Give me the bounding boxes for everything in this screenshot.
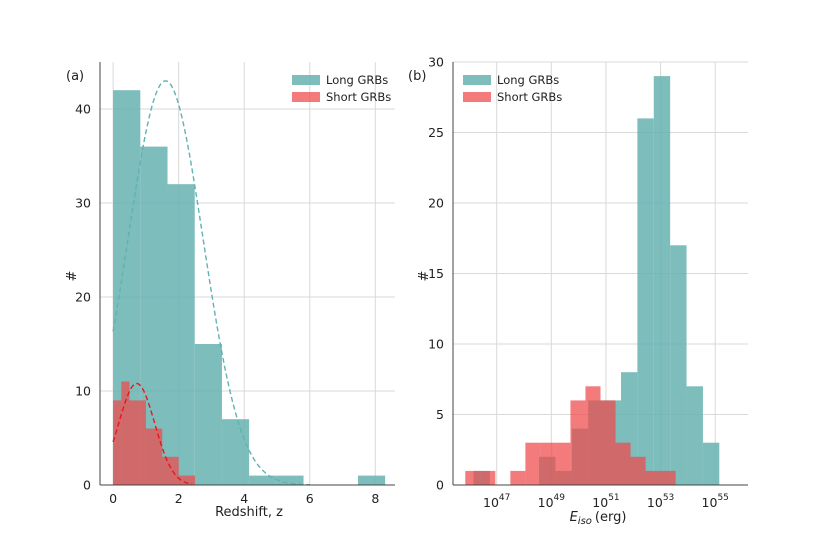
legend-swatch-long-grbs xyxy=(292,75,320,85)
panel-b-ytick-label-5: 25 xyxy=(428,125,444,140)
legend-swatch-short-grbs xyxy=(292,92,320,102)
panel-b-legend: Long GRBs Short GRBs xyxy=(463,73,562,104)
panel-b-bar-short-grbs-1 xyxy=(480,470,496,485)
panel-a-xtick-label-4: 8 xyxy=(371,491,379,506)
panel-b-bars xyxy=(465,76,720,486)
panel-a-bar-short-grbs-3 xyxy=(145,428,163,485)
panel-b-bar-short-grbs-5 xyxy=(540,442,556,485)
panel-b-ytick-label-3: 15 xyxy=(428,266,444,281)
panel-b-bar-short-grbs-0 xyxy=(465,470,481,485)
panel-a-xtick-label-1: 2 xyxy=(175,491,183,506)
panel-a-x-axis-label: Redshift, z xyxy=(215,505,283,520)
panel-a-bars xyxy=(113,90,386,485)
panel-b-bar-long-grbs-12 xyxy=(670,245,687,485)
panel-b-bar-long-grbs-14 xyxy=(702,442,720,485)
panel-a-bar-long-grbs-4 xyxy=(221,419,250,485)
panel-a-ytick-label-4: 40 xyxy=(75,102,91,117)
panel-b-label: (b) xyxy=(408,69,426,84)
panel-a-bar-long-grbs-3 xyxy=(194,344,222,485)
panel-a-xtick-label-2: 4 xyxy=(240,491,248,506)
panel-b-xtick-label-0: 1047 xyxy=(483,493,510,510)
panel-b-xtick-label-3: 1053 xyxy=(647,493,674,510)
legend-swatch-long-grbs-b xyxy=(463,75,491,85)
panel-a-bar-short-grbs-1 xyxy=(121,381,130,485)
panel-a-axes xyxy=(99,62,395,486)
panel-b-bar-short-grbs-3 xyxy=(510,470,526,485)
panel-a-bar-long-grbs-2 xyxy=(167,184,195,485)
panel-a-bar-long-grbs-6 xyxy=(276,475,304,485)
panel-a-bar-short-grbs-0 xyxy=(113,400,122,485)
panel-b-bar-short-grbs-9 xyxy=(600,400,616,485)
panel-b-ytick-label-2: 10 xyxy=(428,337,444,352)
panel-a-y-axis-label: # xyxy=(65,271,80,282)
x-axis-label-unit: (erg) xyxy=(595,510,627,525)
panel-b-y-axis-label: # xyxy=(417,271,432,282)
panel-a-xtick-label-3: 6 xyxy=(306,491,314,506)
panel-a-tick-labels: 0 10 20 30 40 0 2 4 6 8 xyxy=(75,102,379,507)
legend-label-long-grbs-b: Long GRBs xyxy=(497,73,559,87)
panel-b-x-axis-label: Eiso (erg) xyxy=(570,510,627,527)
panel-a-fit-long-grbs-fit xyxy=(112,80,310,486)
panel-b-bar-short-grbs-6 xyxy=(555,442,571,485)
panel-b-xtick-label-2: 1051 xyxy=(592,493,619,510)
panel-a-ytick-label-1: 10 xyxy=(75,384,91,399)
x-axis-label-e: E xyxy=(570,510,579,525)
panel-b-bar-long-grbs-10 xyxy=(637,118,654,486)
panel-b-ytick-label-0: 0 xyxy=(436,478,444,493)
panel-a-ytick-label-3: 30 xyxy=(75,196,91,211)
panel-a-bar-short-grbs-4 xyxy=(162,456,179,485)
panel-b-xtick-label-4: 1055 xyxy=(702,493,729,510)
panel-a-ytick-label-0: 0 xyxy=(83,478,91,493)
panel-b-bar-short-grbs-11 xyxy=(630,456,646,485)
x-axis-label-iso: iso xyxy=(578,516,592,527)
panel-a-ytick-label-2: 20 xyxy=(75,290,91,305)
panel-a-bar-long-grbs-9 xyxy=(357,475,386,485)
panel-b-ytick-label-6: 30 xyxy=(428,55,444,70)
panel-b-axes xyxy=(452,62,748,486)
panel-a-bar-short-grbs-5 xyxy=(178,475,196,485)
panel-b-xtick-label-1: 1049 xyxy=(538,493,566,510)
panel-b-energy-histogram: 0 5 10 15 20 25 30 1047 1049 1051 1053 1055 (b) Eis… xyxy=(408,55,748,527)
legend-label-long-grbs: Long GRBs xyxy=(326,73,388,87)
panel-b-bar-long-grbs-11 xyxy=(653,76,671,485)
panel-b-bar-short-grbs-7 xyxy=(570,400,586,485)
panel-a-bar-long-grbs-5 xyxy=(249,475,277,485)
legend-label-short-grbs: Short GRBs xyxy=(326,90,391,104)
panel-a-legend: Long GRBs Short GRBs xyxy=(292,73,391,104)
panel-b-ytick-label-4: 20 xyxy=(428,196,444,211)
panel-a-redshift-histogram: 0 10 20 30 40 0 2 4 6 8 (a) Redshift, z # Long GR… xyxy=(65,62,395,520)
panel-b-bar-short-grbs-8 xyxy=(585,386,601,485)
panel-a-xtick-label-0: 0 xyxy=(109,491,117,506)
panel-b-ytick-label-1: 5 xyxy=(436,407,444,422)
panel-b-bar-short-grbs-10 xyxy=(615,442,631,485)
panel-b-bar-short-grbs-13 xyxy=(660,470,676,485)
panel-b-bar-long-grbs-13 xyxy=(686,386,703,485)
panel-b-bar-short-grbs-4 xyxy=(525,442,541,485)
panel-a-fit-short-grbs-fit xyxy=(112,382,192,485)
legend-swatch-short-grbs-b xyxy=(463,92,491,102)
panel-b-bar-short-grbs-12 xyxy=(645,470,661,485)
panel-a-label: (a) xyxy=(66,69,84,84)
panel-b-tick-labels: 0 5 10 15 20 25 30 1047 1049 1051 1053 1055 xyxy=(428,55,729,511)
legend-label-short-grbs-b: Short GRBs xyxy=(497,90,562,104)
panel-a-fit-curves xyxy=(112,80,310,486)
panel-a-bar-short-grbs-2 xyxy=(129,400,146,485)
